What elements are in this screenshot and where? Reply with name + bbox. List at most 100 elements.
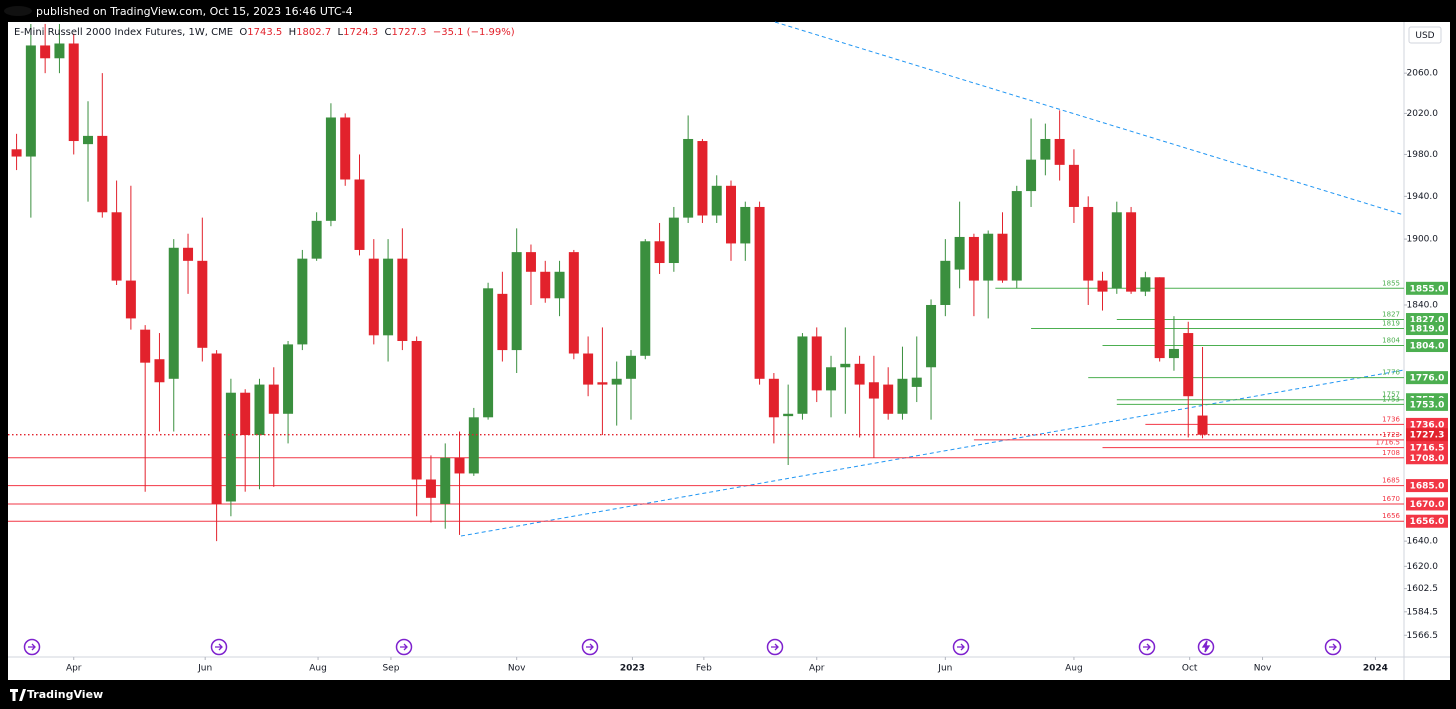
published-note: published on TradingView.com, Oct 15, 20… [36, 5, 353, 18]
x-tick-label: Aug [309, 664, 327, 674]
candle-body [568, 252, 579, 354]
event-glyph [586, 643, 594, 651]
candle-body [125, 280, 136, 319]
level-box [1406, 497, 1448, 511]
candle-body [1068, 164, 1079, 207]
candle-body [968, 236, 979, 281]
candle-body [311, 220, 322, 259]
candle-body [354, 179, 365, 250]
symbol-name: E-Mini Russell 2000 Index Futures, 1W, C… [14, 27, 234, 38]
candle-body [1168, 348, 1179, 359]
legend: E-Mini Russell 2000 Index Futures, 1W, C… [14, 27, 515, 38]
candle-body [154, 359, 165, 383]
candle-body [1026, 159, 1037, 192]
candle-body [411, 340, 422, 480]
candle-body [683, 138, 694, 218]
candle-body [540, 271, 551, 299]
candle-body [254, 384, 265, 436]
candle-body [554, 271, 565, 299]
y-tick-label: 2020.0 [1407, 109, 1439, 119]
candle-body [697, 141, 708, 216]
candle-body [454, 457, 465, 474]
candle-body [511, 252, 522, 351]
level-box-label: 1716.5 [1410, 444, 1445, 454]
level-tag: 1716.5 [1376, 439, 1401, 447]
trendline[interactable] [774, 21, 1405, 216]
candle-body [1011, 191, 1022, 281]
l-prefix: L [337, 27, 344, 38]
level-box [1406, 339, 1448, 353]
events [23, 638, 1342, 656]
candle-body [425, 479, 436, 498]
redacted-user [4, 6, 32, 16]
level-box-label: 1819.0 [1410, 325, 1445, 335]
candle-body [1126, 212, 1137, 292]
c-prefix: C [384, 27, 392, 38]
event-glyph [1329, 643, 1337, 651]
currency-label: USD [1415, 31, 1434, 41]
y-tick-label: 1940.0 [1407, 192, 1439, 202]
candle-body [240, 392, 251, 436]
x-tick-label: 2023 [620, 664, 645, 674]
candle-body [883, 384, 894, 414]
trendline[interactable] [460, 369, 1405, 537]
candle-body [40, 45, 51, 59]
level-tag: 1736 [1382, 415, 1400, 423]
x-tick-label: Jun [197, 664, 212, 674]
event-glyph [1143, 643, 1151, 651]
last-price-label: 1727.3 [1410, 431, 1445, 441]
level-box-label: 1736.0 [1410, 420, 1445, 430]
candle-body [1097, 280, 1108, 292]
candle-body [668, 217, 679, 264]
candle-body [797, 336, 808, 414]
level-tag: 1855 [1382, 279, 1400, 287]
candle-body [868, 382, 879, 399]
candle-body [68, 43, 79, 142]
candle-body [340, 117, 351, 180]
candle-body [983, 233, 994, 281]
candle-body [97, 135, 108, 213]
level-box-label: 1776.0 [1410, 374, 1445, 384]
level-tag: 1685 [1382, 477, 1400, 485]
level-tag: 1656 [1382, 512, 1400, 520]
currency-box[interactable] [1408, 26, 1442, 44]
candle-body [25, 45, 36, 157]
candle-body [383, 258, 394, 336]
candle-body [54, 43, 65, 59]
x-tick-label: Jun [937, 664, 952, 674]
candle-body [583, 353, 594, 385]
x-tick-label: Nov [1254, 664, 1272, 674]
event-glyph [215, 643, 223, 651]
x-tick-label: Apr [66, 664, 82, 674]
o-prefix: O [239, 27, 248, 38]
candle-body [397, 258, 408, 341]
candle-body [711, 185, 722, 216]
candle-body [140, 329, 151, 363]
level-box-label: 1670.0 [1410, 500, 1445, 510]
candle-body [826, 367, 837, 391]
level-tag: 1819 [1382, 320, 1400, 328]
candle-body [726, 185, 737, 244]
o-value: 1743.5 [247, 27, 283, 38]
event-glyph [771, 643, 779, 651]
candle-body [940, 260, 951, 305]
event-glyph [400, 643, 408, 651]
level-tag: 1723 [1382, 431, 1400, 439]
x-tick-label: Oct [1182, 664, 1198, 674]
candle-body [1083, 206, 1094, 281]
level-box [1406, 441, 1448, 455]
level-box-label: 1656.0 [1410, 517, 1445, 527]
candle-body [368, 258, 379, 336]
candle-body [211, 353, 222, 504]
x-tick-label: 2024 [1363, 664, 1388, 674]
level-box [1406, 322, 1448, 336]
brand-logo [10, 689, 26, 701]
candle-body [783, 413, 794, 417]
level-box [1406, 417, 1448, 431]
l-value: 1724.3 [343, 27, 379, 38]
last-price-box [1406, 428, 1448, 442]
candle-body [654, 241, 665, 264]
